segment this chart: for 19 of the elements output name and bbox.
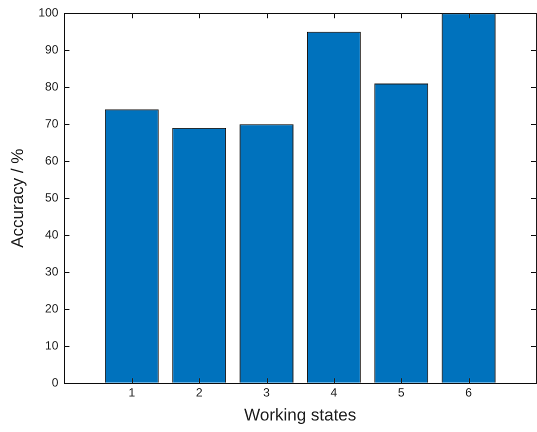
x-tick-label: 6 [465, 386, 472, 400]
y-tick-label: 100 [38, 6, 59, 20]
y-tick-label: 50 [45, 190, 59, 205]
x-tick-label: 1 [128, 386, 136, 400]
x-tick-label: 5 [398, 386, 405, 400]
y-tick-label: 30 [45, 264, 59, 279]
y-tick-label: 20 [45, 302, 59, 316]
x-tick-label: 3 [263, 386, 270, 400]
x-tick-label: 2 [196, 386, 203, 400]
x-axis-title: Working states [244, 405, 356, 424]
y-tick-label: 90 [45, 42, 59, 57]
y-tick-label: 80 [45, 80, 59, 94]
y-tick-label: 70 [45, 116, 59, 131]
y-tick-label: 60 [45, 154, 59, 168]
x-tick-label: 4 [330, 386, 338, 400]
y-tick-label: 0 [52, 376, 59, 390]
y-tick-label: 10 [45, 338, 59, 353]
y-tick-label: 40 [45, 228, 59, 242]
y-axis-title: Accuracy / % [8, 148, 27, 248]
